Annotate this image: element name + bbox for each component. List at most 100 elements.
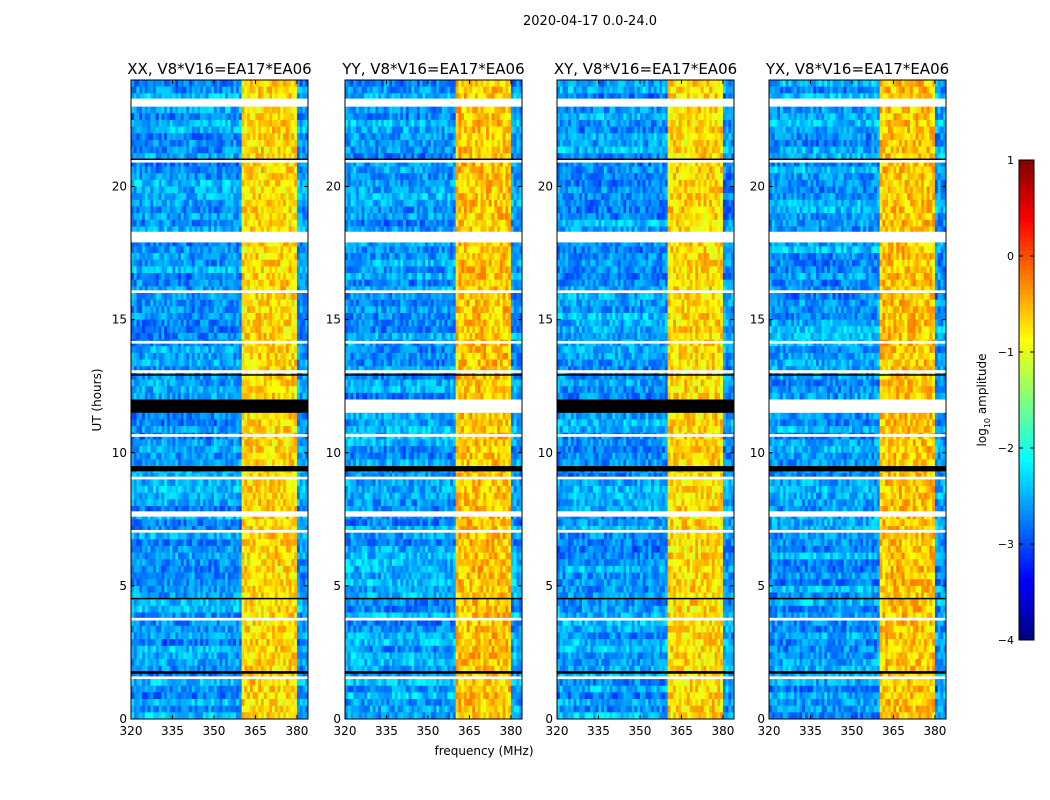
heatmap-cell (180, 166, 184, 174)
heatmap-cell (255, 206, 259, 214)
heatmap-cell (183, 426, 187, 434)
heatmap-cell (183, 266, 187, 274)
heatmap-cell (158, 592, 162, 600)
heatmap-cell (183, 372, 187, 380)
heatmap-cell (277, 213, 281, 221)
heatmap-cell (153, 452, 157, 460)
heatmap-cell (296, 259, 301, 267)
heatmap-cell (200, 539, 204, 547)
heatmap-cell (205, 113, 209, 121)
heatmap-cell (155, 199, 160, 207)
heatmap-cell (269, 459, 273, 467)
heatmap-cell (147, 319, 151, 327)
heatmap-cell (131, 519, 135, 527)
heatmap-cell (252, 126, 256, 134)
heatmap-cell (258, 379, 262, 387)
heatmap-cell (202, 386, 207, 394)
heatmap-cell (200, 166, 204, 174)
heatmap-cell (183, 273, 187, 281)
heatmap-cell (266, 179, 270, 187)
heatmap-cell (244, 139, 248, 147)
heatmap-cell (142, 386, 146, 394)
heatmap-cell (277, 93, 281, 101)
heatmap-cell (180, 439, 184, 447)
heatmap-cell (258, 446, 262, 454)
heatmap-cell (164, 312, 168, 321)
heatmap-cell (139, 153, 143, 161)
heatmap-cell (266, 452, 270, 460)
heatmap-cell (200, 439, 204, 447)
heatmap-cell (211, 226, 215, 234)
heatmap-cell (247, 173, 251, 181)
heatmap-cell (230, 146, 234, 154)
heatmap-cell (131, 293, 135, 301)
heatmap-cell (175, 80, 179, 88)
heatmap-cell (155, 239, 160, 247)
heatmap-cell (142, 173, 146, 181)
heatmap-cell (205, 392, 209, 400)
heatmap-cell (205, 379, 209, 387)
heatmap-cell (302, 159, 306, 167)
heatmap-cell (161, 86, 165, 94)
heatmap-cell (216, 133, 220, 141)
heatmap-cell (283, 459, 287, 467)
heatmap-cell (219, 392, 223, 400)
heatmap-cell (178, 552, 182, 560)
heatmap-cell (191, 133, 196, 141)
heatmap-cell (183, 565, 187, 573)
heatmap-cell (252, 139, 256, 147)
heatmap-cell (150, 426, 154, 434)
heatmap-cell (147, 366, 151, 374)
heatmap-cell (283, 319, 287, 327)
heatmap-cell (244, 146, 248, 154)
heatmap-cell (139, 559, 143, 567)
heatmap-cell (233, 226, 237, 234)
heatmap-cell (219, 253, 223, 261)
heatmap-cell (178, 419, 182, 427)
heatmap-cell (142, 519, 146, 527)
heatmap-cell (150, 486, 154, 494)
heatmap-cell (283, 386, 287, 394)
heatmap-cell (274, 206, 278, 214)
heatmap-cell (222, 552, 226, 560)
heatmap-cell (183, 346, 187, 354)
heatmap-cell (255, 379, 259, 387)
heatmap-cell (183, 293, 187, 301)
heatmap-cell (296, 332, 301, 340)
heatmap-cell (299, 532, 303, 540)
heatmap-cell (147, 273, 151, 281)
heatmap-cell (144, 266, 148, 274)
heatmap-cell (142, 206, 146, 214)
heatmap-cell (285, 332, 290, 340)
heatmap-cell (266, 506, 270, 514)
heatmap-cell (219, 226, 223, 234)
heatmap-cell (155, 552, 160, 560)
heatmap-cell (175, 139, 179, 147)
heatmap-cell (260, 173, 265, 181)
heatmap-cell (205, 439, 209, 447)
heatmap-cell (144, 273, 148, 281)
heatmap-cell (197, 293, 201, 301)
heatmap-cell (200, 86, 204, 94)
heatmap-cell (142, 126, 146, 134)
heatmap-cell (216, 253, 220, 261)
heatmap-cell (183, 492, 187, 500)
heatmap-cell (260, 592, 265, 600)
heatmap-cell (244, 173, 248, 181)
heatmap-cell (222, 119, 226, 127)
heatmap-cell (258, 80, 262, 88)
heatmap-cell (244, 579, 248, 587)
heatmap-cell (191, 392, 196, 400)
heatmap-cell (274, 213, 278, 221)
heatmap-cell (183, 392, 187, 400)
heatmap-cell (241, 239, 245, 247)
heatmap-cell (263, 439, 267, 447)
heatmap-cell (194, 392, 198, 400)
heatmap-cell (244, 159, 248, 167)
heatmap-cell (260, 306, 265, 314)
heatmap-cell (158, 539, 162, 547)
heatmap-cell (158, 352, 162, 360)
heatmap-cell (247, 585, 251, 593)
heatmap-cell (222, 352, 226, 360)
heatmap-cell (258, 306, 262, 314)
